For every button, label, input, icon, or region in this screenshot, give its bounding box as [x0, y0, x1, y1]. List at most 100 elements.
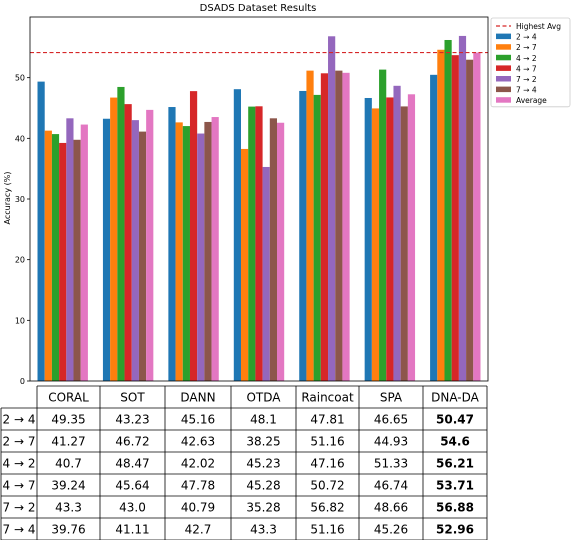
bar-raincoat-series-4: [328, 36, 336, 381]
bar-otda-series-1: [241, 148, 249, 381]
bar-otda-series-4: [262, 166, 270, 381]
table-row-label: 7 → 2: [3, 501, 36, 515]
bar-dann-series-5: [204, 121, 212, 381]
table-cell: 46.74: [374, 479, 408, 493]
legend-label-series-3: 4 → 7: [516, 64, 537, 73]
legend-label-series-1: 2 → 7: [516, 43, 537, 52]
table-row-label: 4 → 2: [3, 457, 36, 471]
table-header-cell: DNA-DA: [431, 391, 480, 405]
legend-box: [490, 17, 571, 108]
bar-otda-series-0: [233, 89, 241, 381]
table-cell: 44.93: [374, 435, 408, 449]
bar-spa-series-0: [364, 97, 372, 382]
bar-spa-series-2: [379, 69, 387, 381]
table-cell: 56.88: [436, 501, 474, 515]
bar-raincoat-series-2: [313, 94, 321, 382]
table-cell: 42.02: [181, 457, 215, 471]
table-cell: 45.23: [246, 457, 280, 471]
y-tick-label: 50: [15, 74, 25, 83]
table-cell: 35.28: [246, 501, 280, 515]
bar-sot-series-0: [102, 118, 111, 382]
bar-sot-series-1: [110, 97, 118, 381]
legend-swatch-series-6: [496, 97, 511, 103]
bar-dann-series-4: [197, 133, 205, 381]
table-cell: 39.24: [51, 479, 85, 493]
table-cell: 45.64: [115, 479, 149, 493]
bar-dann-series-0: [168, 107, 176, 381]
legend-swatch-series-2: [496, 54, 511, 61]
y-tick-label: 20: [15, 256, 25, 265]
bar-coral-series-5: [73, 139, 81, 381]
table-cell: 47.81: [310, 413, 344, 427]
legend: Highest Avg 2 → 42 → 7 4 → 24 → 7 7 → 2 7 → …: [490, 17, 571, 108]
y-tick-label: 10: [15, 316, 25, 325]
bar-otda-series-6: [277, 122, 285, 382]
table-header-cell: SPA: [380, 391, 403, 405]
bar-dann-series-3: [189, 91, 198, 381]
bar-raincoat-series-0: [299, 90, 307, 381]
table-cell: 48.66: [374, 501, 408, 515]
table-cell: 38.25: [246, 435, 280, 449]
legend-label-series-4: 7 → 2: [516, 75, 537, 84]
table-header-cell: Raincoat: [301, 391, 354, 405]
table-cell: 43.3: [55, 501, 82, 515]
bar-dann-series-1: [175, 122, 183, 381]
table-cell: 43.0: [119, 501, 146, 515]
table-cell: 50.72: [310, 479, 344, 493]
bar-dna-da-series-0: [430, 74, 438, 381]
y-tick-label: 40: [15, 134, 25, 143]
bar-spa-series-4: [393, 85, 401, 382]
table-cell: 53.71: [436, 479, 474, 493]
legend-swatch-series-3: [496, 65, 511, 71]
legend-label-series-2: 4 → 2: [516, 54, 537, 63]
table-cell: 51.16: [310, 435, 344, 449]
bar-otda-series-2: [248, 106, 256, 381]
bar-coral-series-0: [37, 81, 45, 382]
table-cell: 47.16: [310, 457, 344, 471]
legend-label-series-6: Average: [516, 96, 547, 105]
bar-sot-series-6: [146, 109, 154, 381]
table-cell: 45.16: [181, 413, 215, 427]
table-cell: 51.33: [374, 457, 408, 471]
table-cell: 56.21: [436, 457, 474, 471]
table-header-cell: DANN: [180, 391, 215, 405]
bar-dna-da-series-1: [437, 49, 445, 381]
bar-spa-series-5: [400, 106, 408, 382]
legend-label-highest-avg: Highest Avg: [516, 22, 561, 31]
bar-otda-series-5: [269, 118, 277, 381]
y-tick-label: 30: [15, 195, 25, 204]
chart-title: DSADS Dataset Results: [200, 3, 317, 14]
y-tick-label: 0: [20, 377, 25, 386]
bar-coral-series-4: [66, 118, 74, 381]
bar-spa-series-3: [386, 97, 394, 381]
table-cell: 40.79: [181, 501, 215, 515]
table-header-cell: CORAL: [48, 391, 89, 405]
bar-dna-da-series-5: [466, 59, 474, 382]
table-cell: 49.35: [51, 413, 85, 427]
table-cell: 43.23: [115, 413, 149, 427]
table-cell: 42.63: [181, 435, 215, 449]
bar-dna-da-series-2: [444, 39, 452, 382]
legend-swatch-series-1: [496, 44, 511, 50]
table-row-label: 2 → 4: [3, 413, 36, 427]
bar-raincoat-series-1: [306, 70, 314, 381]
table-row-label: 2 → 7: [3, 435, 36, 449]
legend-label-series-0: 2 → 4: [516, 33, 537, 42]
table-cell: 56.82: [310, 501, 344, 515]
plot-area: 0 10 20 30 40 50: [15, 16, 489, 386]
bar-otda-series-3: [255, 106, 263, 382]
table-cell: 48.1: [250, 413, 277, 427]
legend-swatch-series-4: [496, 76, 511, 82]
table-cell: 47.78: [181, 479, 215, 493]
bar-spa-series-6: [407, 94, 416, 381]
bar-raincoat-series-3: [320, 73, 329, 382]
bar-dna-da-series-6: [473, 52, 481, 382]
table-cell: 51.16: [310, 523, 344, 537]
y-axis-label: Accuracy (%): [3, 172, 12, 225]
bar-raincoat-series-6: [342, 72, 350, 381]
table-cell: 52.96: [436, 523, 474, 537]
table-header-cell: SOT: [120, 391, 145, 405]
table-cell: 43.3: [250, 523, 277, 537]
